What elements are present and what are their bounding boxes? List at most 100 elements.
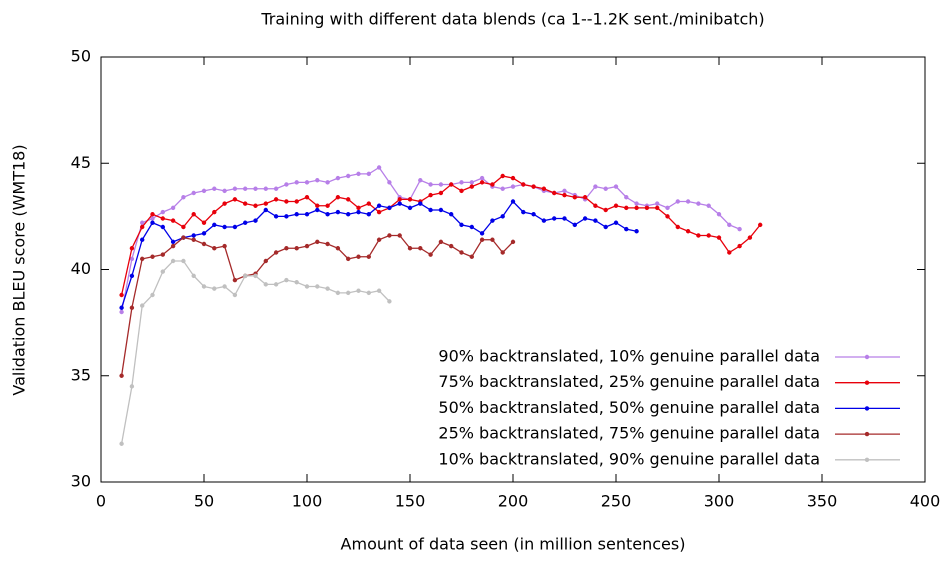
point bbox=[119, 441, 124, 446]
point bbox=[170, 258, 176, 264]
point bbox=[644, 205, 650, 211]
point bbox=[325, 180, 330, 185]
point bbox=[222, 201, 227, 206]
x-tick-label: 250 bbox=[601, 492, 632, 511]
point bbox=[685, 199, 691, 204]
point bbox=[263, 201, 268, 206]
point bbox=[469, 224, 474, 230]
legend-label: 10% backtranslated, 90% genuine parallel… bbox=[438, 449, 820, 468]
point bbox=[191, 190, 196, 196]
point bbox=[181, 224, 186, 230]
legend-swatch-point bbox=[864, 457, 870, 462]
series-line bbox=[120, 260, 390, 444]
point bbox=[315, 239, 320, 245]
point bbox=[459, 222, 464, 228]
point bbox=[716, 235, 722, 240]
point bbox=[675, 224, 680, 230]
point bbox=[304, 243, 310, 249]
point bbox=[438, 182, 444, 187]
point bbox=[304, 284, 310, 289]
point bbox=[593, 218, 598, 223]
point bbox=[294, 280, 299, 285]
point bbox=[263, 186, 268, 191]
y-tick-label: 35 bbox=[71, 365, 91, 384]
point bbox=[387, 233, 392, 238]
point bbox=[284, 214, 289, 219]
point bbox=[160, 216, 165, 221]
point bbox=[191, 273, 196, 279]
point bbox=[201, 231, 207, 236]
point bbox=[119, 309, 124, 315]
y-tick-label: 50 bbox=[71, 47, 91, 66]
point bbox=[716, 212, 722, 217]
point bbox=[140, 256, 145, 262]
point bbox=[263, 258, 268, 264]
legend-swatch-point bbox=[864, 380, 870, 385]
point bbox=[613, 203, 619, 208]
point bbox=[335, 246, 341, 251]
point bbox=[582, 216, 588, 221]
point bbox=[294, 199, 299, 204]
point bbox=[449, 182, 454, 187]
point bbox=[346, 256, 351, 262]
point bbox=[243, 186, 248, 191]
point bbox=[706, 203, 711, 208]
point bbox=[356, 288, 361, 293]
point bbox=[253, 273, 258, 279]
point bbox=[294, 180, 299, 185]
point bbox=[510, 184, 516, 189]
point bbox=[366, 290, 371, 296]
point bbox=[541, 218, 547, 223]
point bbox=[634, 229, 639, 234]
point bbox=[479, 175, 485, 181]
point bbox=[222, 284, 227, 289]
point bbox=[510, 175, 516, 181]
point bbox=[356, 205, 361, 211]
point bbox=[727, 222, 732, 228]
point bbox=[201, 241, 207, 247]
point bbox=[315, 203, 320, 208]
point bbox=[160, 224, 165, 230]
x-tick-label: 100 bbox=[292, 492, 323, 511]
point bbox=[407, 205, 413, 211]
legend-swatch-point bbox=[864, 406, 870, 411]
point bbox=[562, 192, 567, 198]
point bbox=[304, 180, 310, 185]
point bbox=[593, 184, 598, 189]
point bbox=[665, 214, 670, 219]
point bbox=[243, 201, 248, 206]
point bbox=[222, 243, 227, 249]
point bbox=[212, 246, 217, 251]
point bbox=[243, 273, 248, 279]
point bbox=[181, 235, 186, 240]
point bbox=[201, 284, 207, 289]
point bbox=[212, 186, 217, 191]
point bbox=[376, 288, 382, 293]
point bbox=[737, 243, 742, 249]
point bbox=[325, 241, 330, 247]
legend-label: 90% backtranslated, 10% genuine parallel… bbox=[438, 347, 820, 366]
point bbox=[521, 182, 526, 187]
point bbox=[366, 201, 371, 206]
point bbox=[129, 246, 135, 251]
point bbox=[603, 224, 608, 230]
point bbox=[418, 246, 423, 251]
point bbox=[459, 250, 464, 255]
point bbox=[325, 203, 330, 208]
point bbox=[376, 209, 382, 215]
point bbox=[191, 237, 196, 242]
x-tick-label: 400 bbox=[910, 492, 941, 511]
point bbox=[181, 195, 186, 200]
point bbox=[346, 212, 351, 217]
point bbox=[335, 290, 341, 296]
point bbox=[593, 203, 598, 208]
point bbox=[284, 199, 289, 204]
point bbox=[397, 201, 402, 206]
point bbox=[315, 178, 320, 183]
y-tick-label: 45 bbox=[71, 153, 91, 172]
point bbox=[407, 197, 413, 202]
point bbox=[232, 186, 238, 191]
point bbox=[263, 207, 268, 213]
point bbox=[181, 258, 186, 264]
